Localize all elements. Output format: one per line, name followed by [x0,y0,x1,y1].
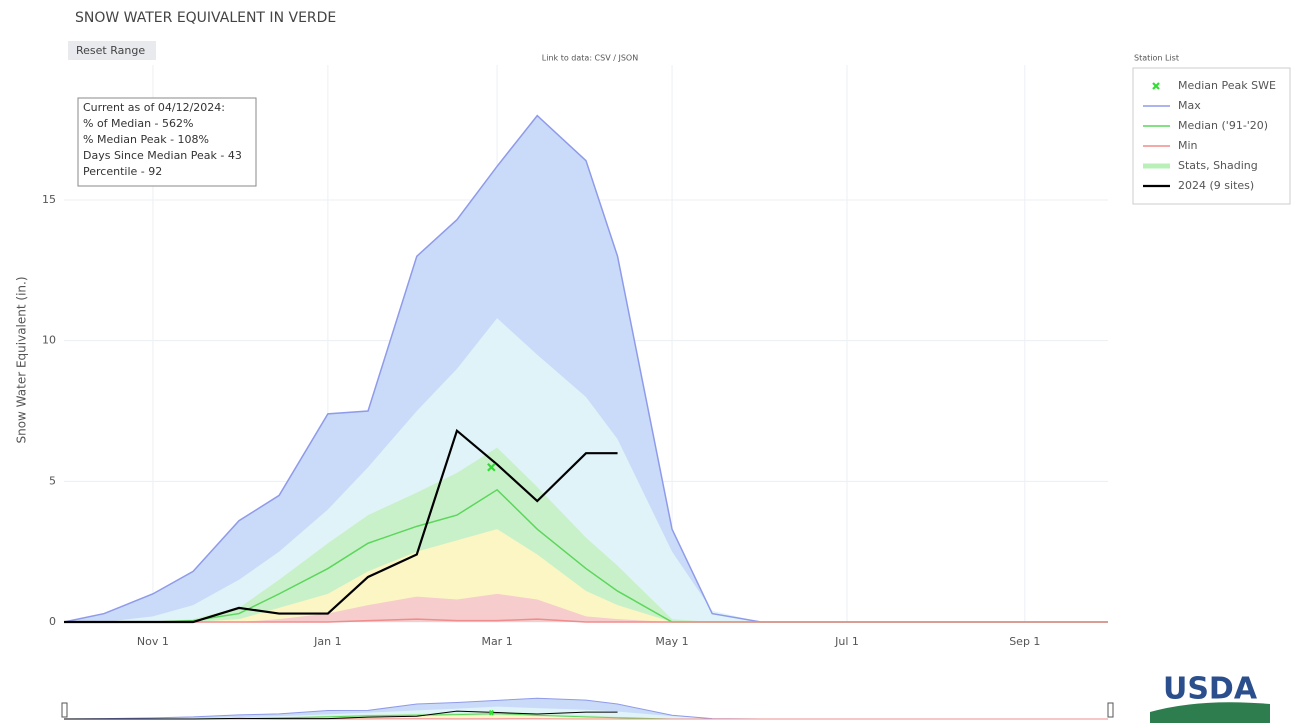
info-line: % of Median - 562% [83,117,193,130]
legend-label: Stats, Shading [1178,159,1258,172]
median-peak-marker [488,709,495,716]
legend-label: Median ('91-'20) [1178,119,1268,132]
logo-swoosh [1150,702,1270,723]
plot [63,65,1108,624]
x-tick-label: Nov 1 [137,635,169,648]
data-link[interactable]: Link to data: CSV / JSON [542,54,638,63]
y-tick-label: 10 [42,334,56,347]
series-line [64,710,618,720]
y-tick-label: 5 [49,474,56,487]
info-line: Percentile - 92 [83,165,162,178]
x-tick-label: Sep 1 [1009,635,1040,648]
area [64,593,1108,622]
range-slider [63,697,1108,720]
legend-marker [1152,82,1160,90]
x-tick-label: Jan 1 [313,635,341,648]
y-tick-label: 15 [42,193,56,206]
series-line [63,114,1108,623]
y-tick-label: 0 [49,615,56,628]
series-line [64,618,1108,623]
x-tick-label: Jul 1 [834,635,859,648]
area [64,115,1108,623]
legend-label: Max [1178,99,1201,112]
median-peak-marker [487,463,496,472]
range-handle[interactable] [1107,702,1114,718]
area [64,715,1108,719]
x-tick-label: May 1 [655,635,688,648]
reset-label[interactable]: Reset Range [76,44,145,57]
series-line [64,428,618,624]
range-handle[interactable] [61,702,68,718]
area [64,529,1108,622]
area [64,698,1108,719]
y-axis-label: Snow Water Equivalent (in.) [15,276,29,443]
legend-label: Min [1178,139,1198,152]
x-tick-label: Mar 1 [481,635,512,648]
area [64,447,1108,622]
station-list[interactable]: Station List [1134,54,1179,63]
logo: USDA [1163,672,1258,707]
chart-title: SNOW WATER EQUIVALENT IN VERDE [75,10,336,26]
reset-button[interactable] [68,41,156,60]
legend-label: 2024 (9 sites) [1178,179,1254,192]
legend-box [1132,67,1291,205]
info-line: Current as of 04/12/2024: [83,101,225,114]
info-line: % Median Peak - 108% [83,133,209,146]
info-line: Days Since Median Peak - 43 [83,149,242,162]
legend-label: Median Peak SWE [1178,79,1276,92]
info-box [77,97,257,187]
